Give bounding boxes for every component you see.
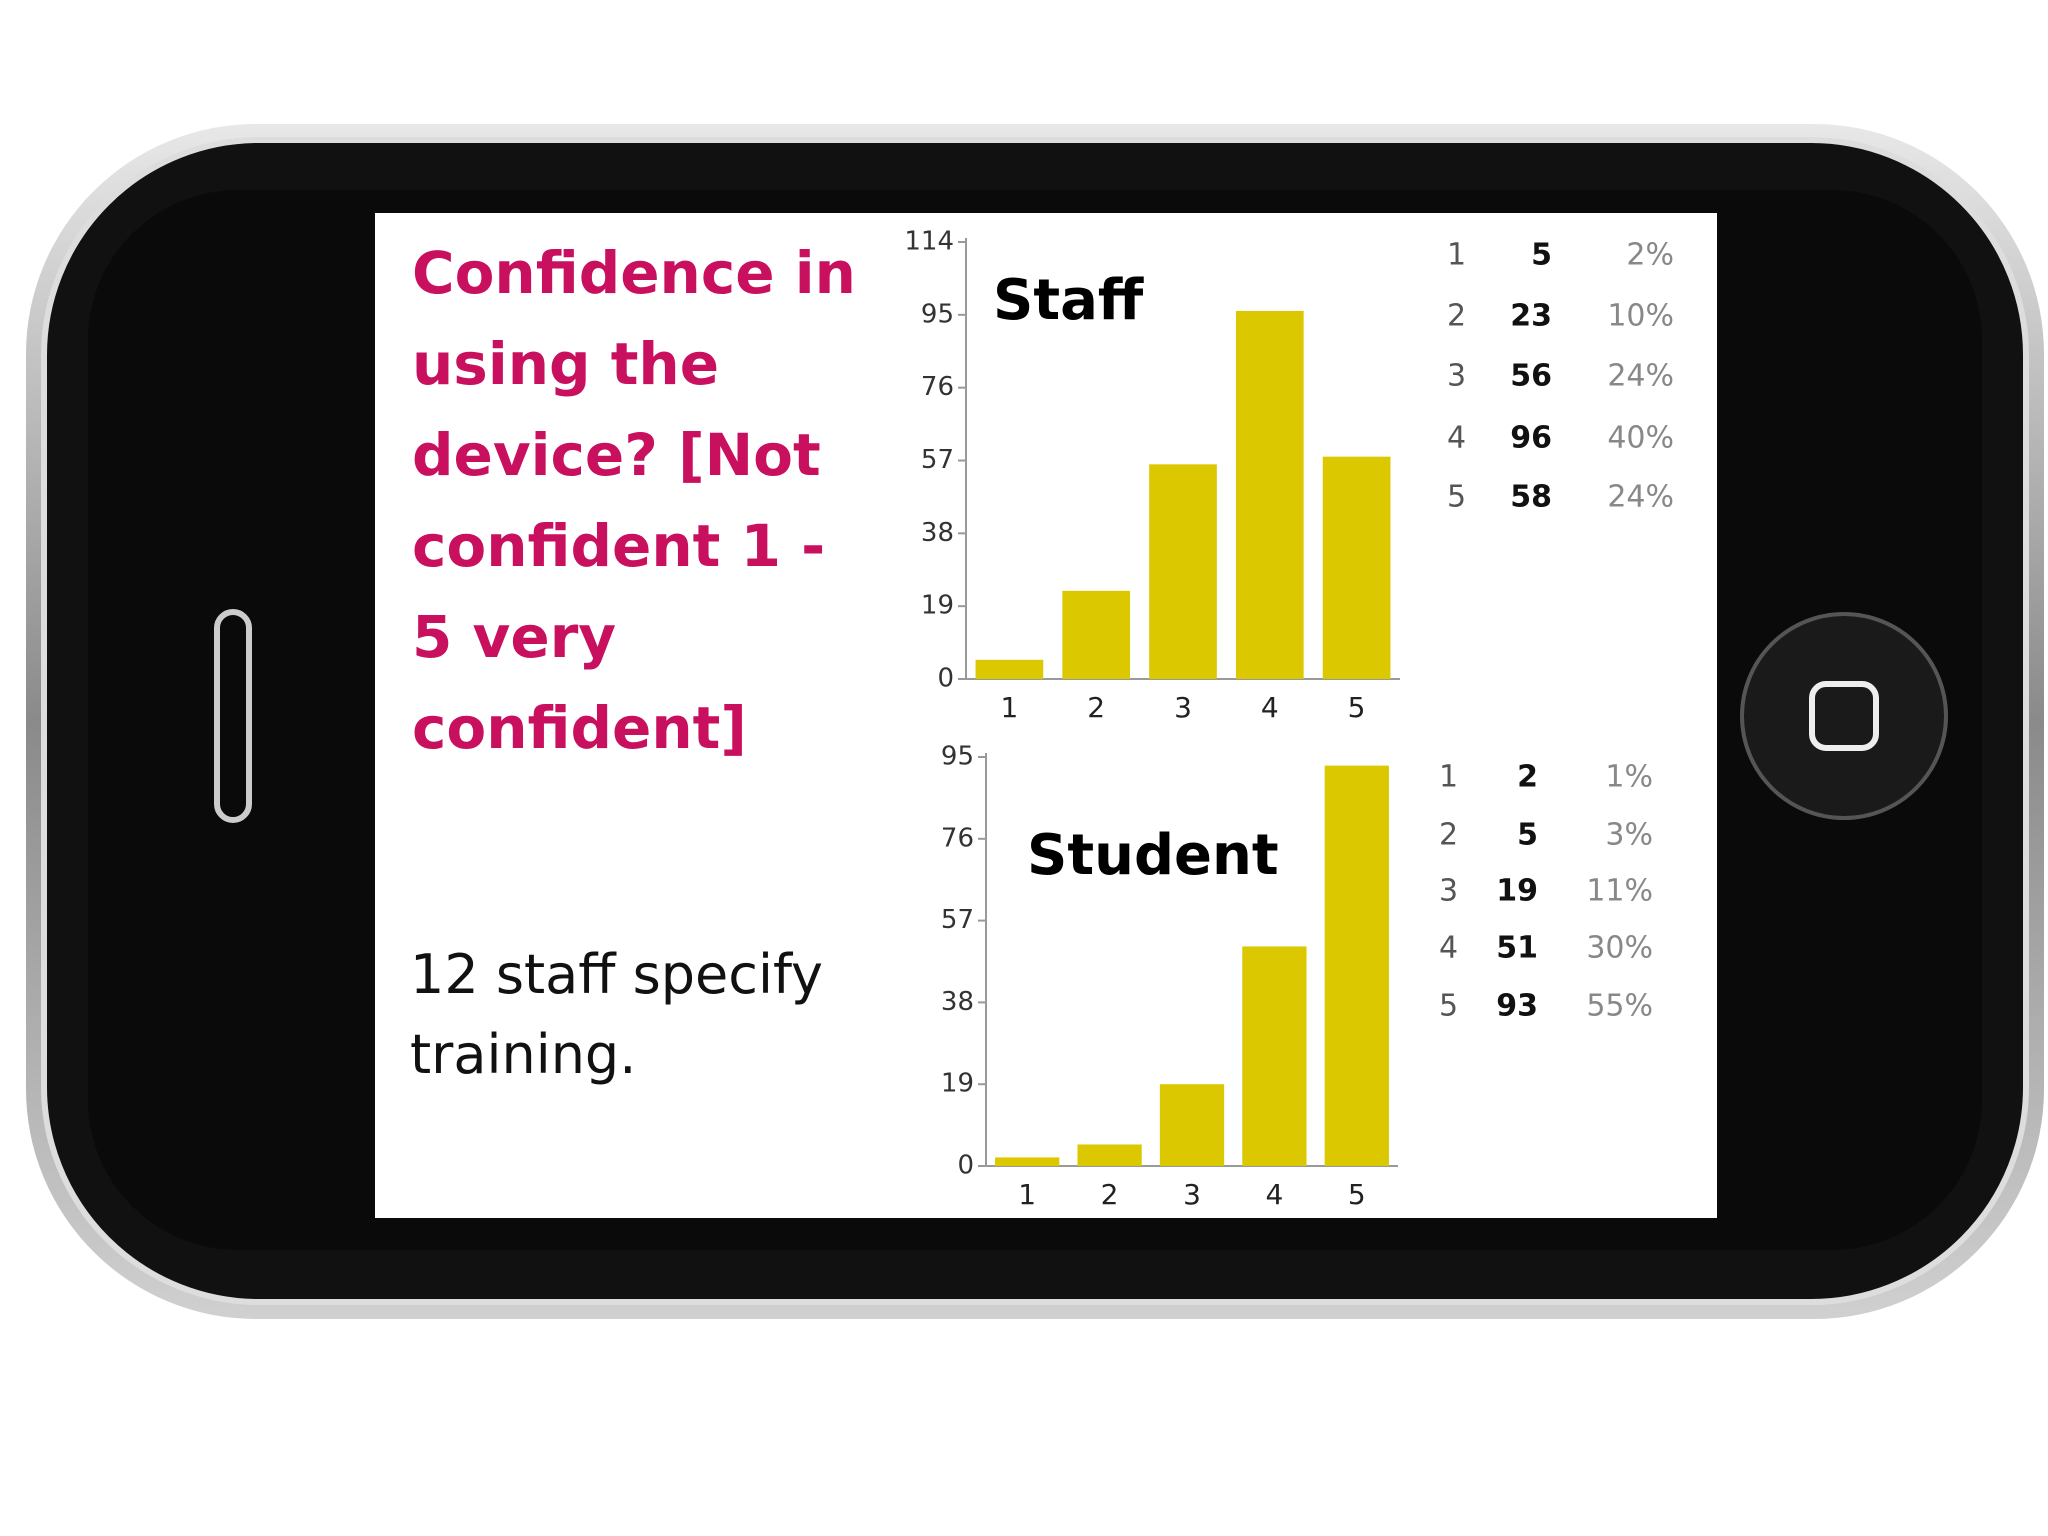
y-tick-label: 19 [921, 591, 954, 621]
table-count: 58 [1510, 480, 1552, 515]
y-tick-label: 57 [921, 445, 954, 475]
table-category: 2 [1439, 818, 1458, 853]
table-count: 56 [1510, 359, 1552, 394]
slide-note: 12 staff specify training. [410, 943, 823, 1086]
bar [1242, 946, 1307, 1166]
table-percent: 1% [1605, 760, 1653, 795]
table-percent: 2% [1626, 238, 1674, 273]
x-tick-label: 2 [1101, 1178, 1119, 1211]
table-percent: 3% [1605, 818, 1653, 853]
table-count: 2 [1517, 760, 1538, 795]
table-percent: 55% [1586, 989, 1653, 1024]
y-tick-label: 76 [921, 372, 954, 402]
table-count: 23 [1510, 299, 1552, 334]
bar [1235, 311, 1304, 679]
home-button[interactable] [1740, 612, 1948, 820]
bar [1322, 456, 1391, 679]
home-icon [1809, 681, 1879, 751]
x-tick-label: 4 [1265, 1178, 1283, 1211]
y-tick-label: 0 [957, 1151, 974, 1181]
chart-title: Student [1027, 823, 1279, 888]
table-percent: 24% [1607, 480, 1674, 515]
x-tick-label: 5 [1348, 1178, 1366, 1211]
table-category: 3 [1447, 359, 1466, 394]
table-category: 4 [1439, 931, 1458, 966]
bar [1077, 1144, 1142, 1166]
table-percent: 11% [1586, 874, 1653, 909]
y-tick-label: 57 [941, 905, 974, 935]
table-count: 5 [1531, 238, 1552, 273]
table-category: 1 [1447, 238, 1466, 273]
table-category: 2 [1447, 299, 1466, 334]
table-count: 19 [1496, 874, 1538, 909]
x-tick-label: 1 [1000, 691, 1018, 724]
slide-title: Confidence in using the device? [Not con… [412, 239, 856, 762]
table-count: 93 [1496, 989, 1538, 1024]
y-tick-label: 0 [937, 664, 954, 694]
table-count: 5 [1517, 818, 1538, 853]
table-percent: 10% [1607, 299, 1674, 334]
table-count: 51 [1496, 931, 1538, 966]
y-tick-label: 76 [941, 823, 974, 853]
y-tick-label: 38 [921, 518, 954, 548]
y-tick-label: 19 [941, 1069, 974, 1099]
table-percent: 30% [1586, 931, 1653, 966]
bar [1159, 1084, 1225, 1166]
table-count: 96 [1510, 421, 1552, 456]
table-percent: 24% [1607, 359, 1674, 394]
y-tick-label: 38 [941, 987, 974, 1017]
table-percent: 40% [1607, 421, 1674, 456]
table-category: 1 [1439, 760, 1458, 795]
y-tick-label: 95 [921, 299, 954, 329]
bar [975, 659, 1044, 679]
table-category: 5 [1447, 480, 1466, 515]
x-tick-label: 2 [1087, 691, 1105, 724]
table-category: 4 [1447, 421, 1466, 456]
x-tick-label: 5 [1348, 691, 1366, 724]
x-tick-label: 3 [1174, 691, 1192, 724]
x-tick-label: 4 [1261, 691, 1279, 724]
table-category: 5 [1439, 989, 1458, 1024]
bar [1324, 765, 1389, 1166]
x-tick-label: 1 [1018, 1178, 1036, 1211]
bar [995, 1157, 1060, 1166]
y-tick-label: 95 [941, 742, 974, 772]
screen [375, 213, 1717, 1218]
chart-title: Staff [993, 268, 1144, 333]
x-tick-label: 3 [1183, 1178, 1201, 1211]
bar [1062, 590, 1131, 679]
y-tick-label: 114 [904, 227, 954, 257]
table-category: 3 [1439, 874, 1458, 909]
bar [1149, 464, 1217, 679]
speaker-slot [214, 609, 252, 823]
